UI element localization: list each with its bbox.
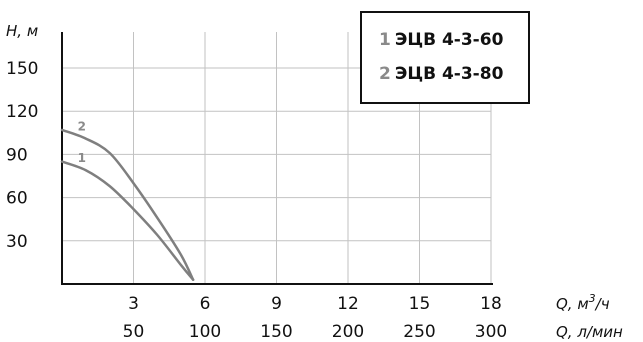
axes: [61, 32, 493, 285]
x-tick-label-primary: 15: [409, 294, 431, 314]
y-tick-label: 120: [6, 102, 38, 122]
legend-number-1: 1: [379, 30, 391, 50]
x-tick-label-secondary: 150: [260, 322, 292, 342]
x-tick-label-primary: 9: [271, 294, 282, 314]
series-curve-1: [60, 160, 195, 281]
x-axis-title-secondary: Q, л/мин: [556, 323, 623, 341]
x-tick-label-primary: 12: [337, 294, 359, 314]
legend: 1 ЭЦВ 4-3-60 2 ЭЦВ 4-3-80: [360, 11, 530, 104]
x-tick-label-secondary: 300: [475, 322, 507, 342]
series-layer: 12: [60, 120, 195, 281]
x-tick-label-secondary: 100: [189, 322, 221, 342]
x-axis-title-primary: Q, м3/ч: [556, 292, 610, 313]
y-tick-label: 90: [6, 145, 28, 165]
x-tick-label-secondary: 200: [332, 322, 364, 342]
curve-label-1: 1: [78, 151, 86, 165]
legend-label-2: ЭЦВ 4-3-80: [394, 64, 504, 84]
legend-label-1: ЭЦВ 4-3-60: [394, 30, 504, 50]
series-curve-2: [60, 128, 195, 281]
y-tick-label: 30: [6, 232, 28, 252]
legend-number-2: 2: [379, 64, 391, 84]
legend-entry-1: 1 ЭЦВ 4-3-60: [379, 30, 503, 50]
x-tick-label-secondary: 50: [123, 322, 145, 342]
curve-label-2: 2: [78, 120, 86, 134]
x-tick-label-primary: 18: [480, 294, 502, 314]
y-axis-title: H, м: [6, 22, 38, 40]
y-tick-label: 60: [6, 189, 28, 209]
x-tick-label-primary: 6: [200, 294, 211, 314]
y-tick-label: 150: [6, 59, 38, 79]
x-tick-label-secondary: 250: [403, 322, 435, 342]
x-tick-label-primary: 3: [128, 294, 139, 314]
legend-entry-2: 2 ЭЦВ 4-3-80: [379, 64, 503, 84]
